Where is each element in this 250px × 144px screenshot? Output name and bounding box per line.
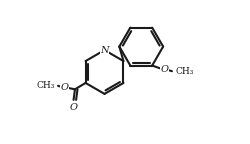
Text: CH₃: CH₃ bbox=[176, 67, 194, 76]
Text: O: O bbox=[60, 83, 68, 92]
Text: CH₃: CH₃ bbox=[36, 81, 54, 90]
Text: O: O bbox=[160, 65, 168, 74]
Text: O: O bbox=[70, 103, 78, 112]
Text: N: N bbox=[100, 46, 109, 55]
